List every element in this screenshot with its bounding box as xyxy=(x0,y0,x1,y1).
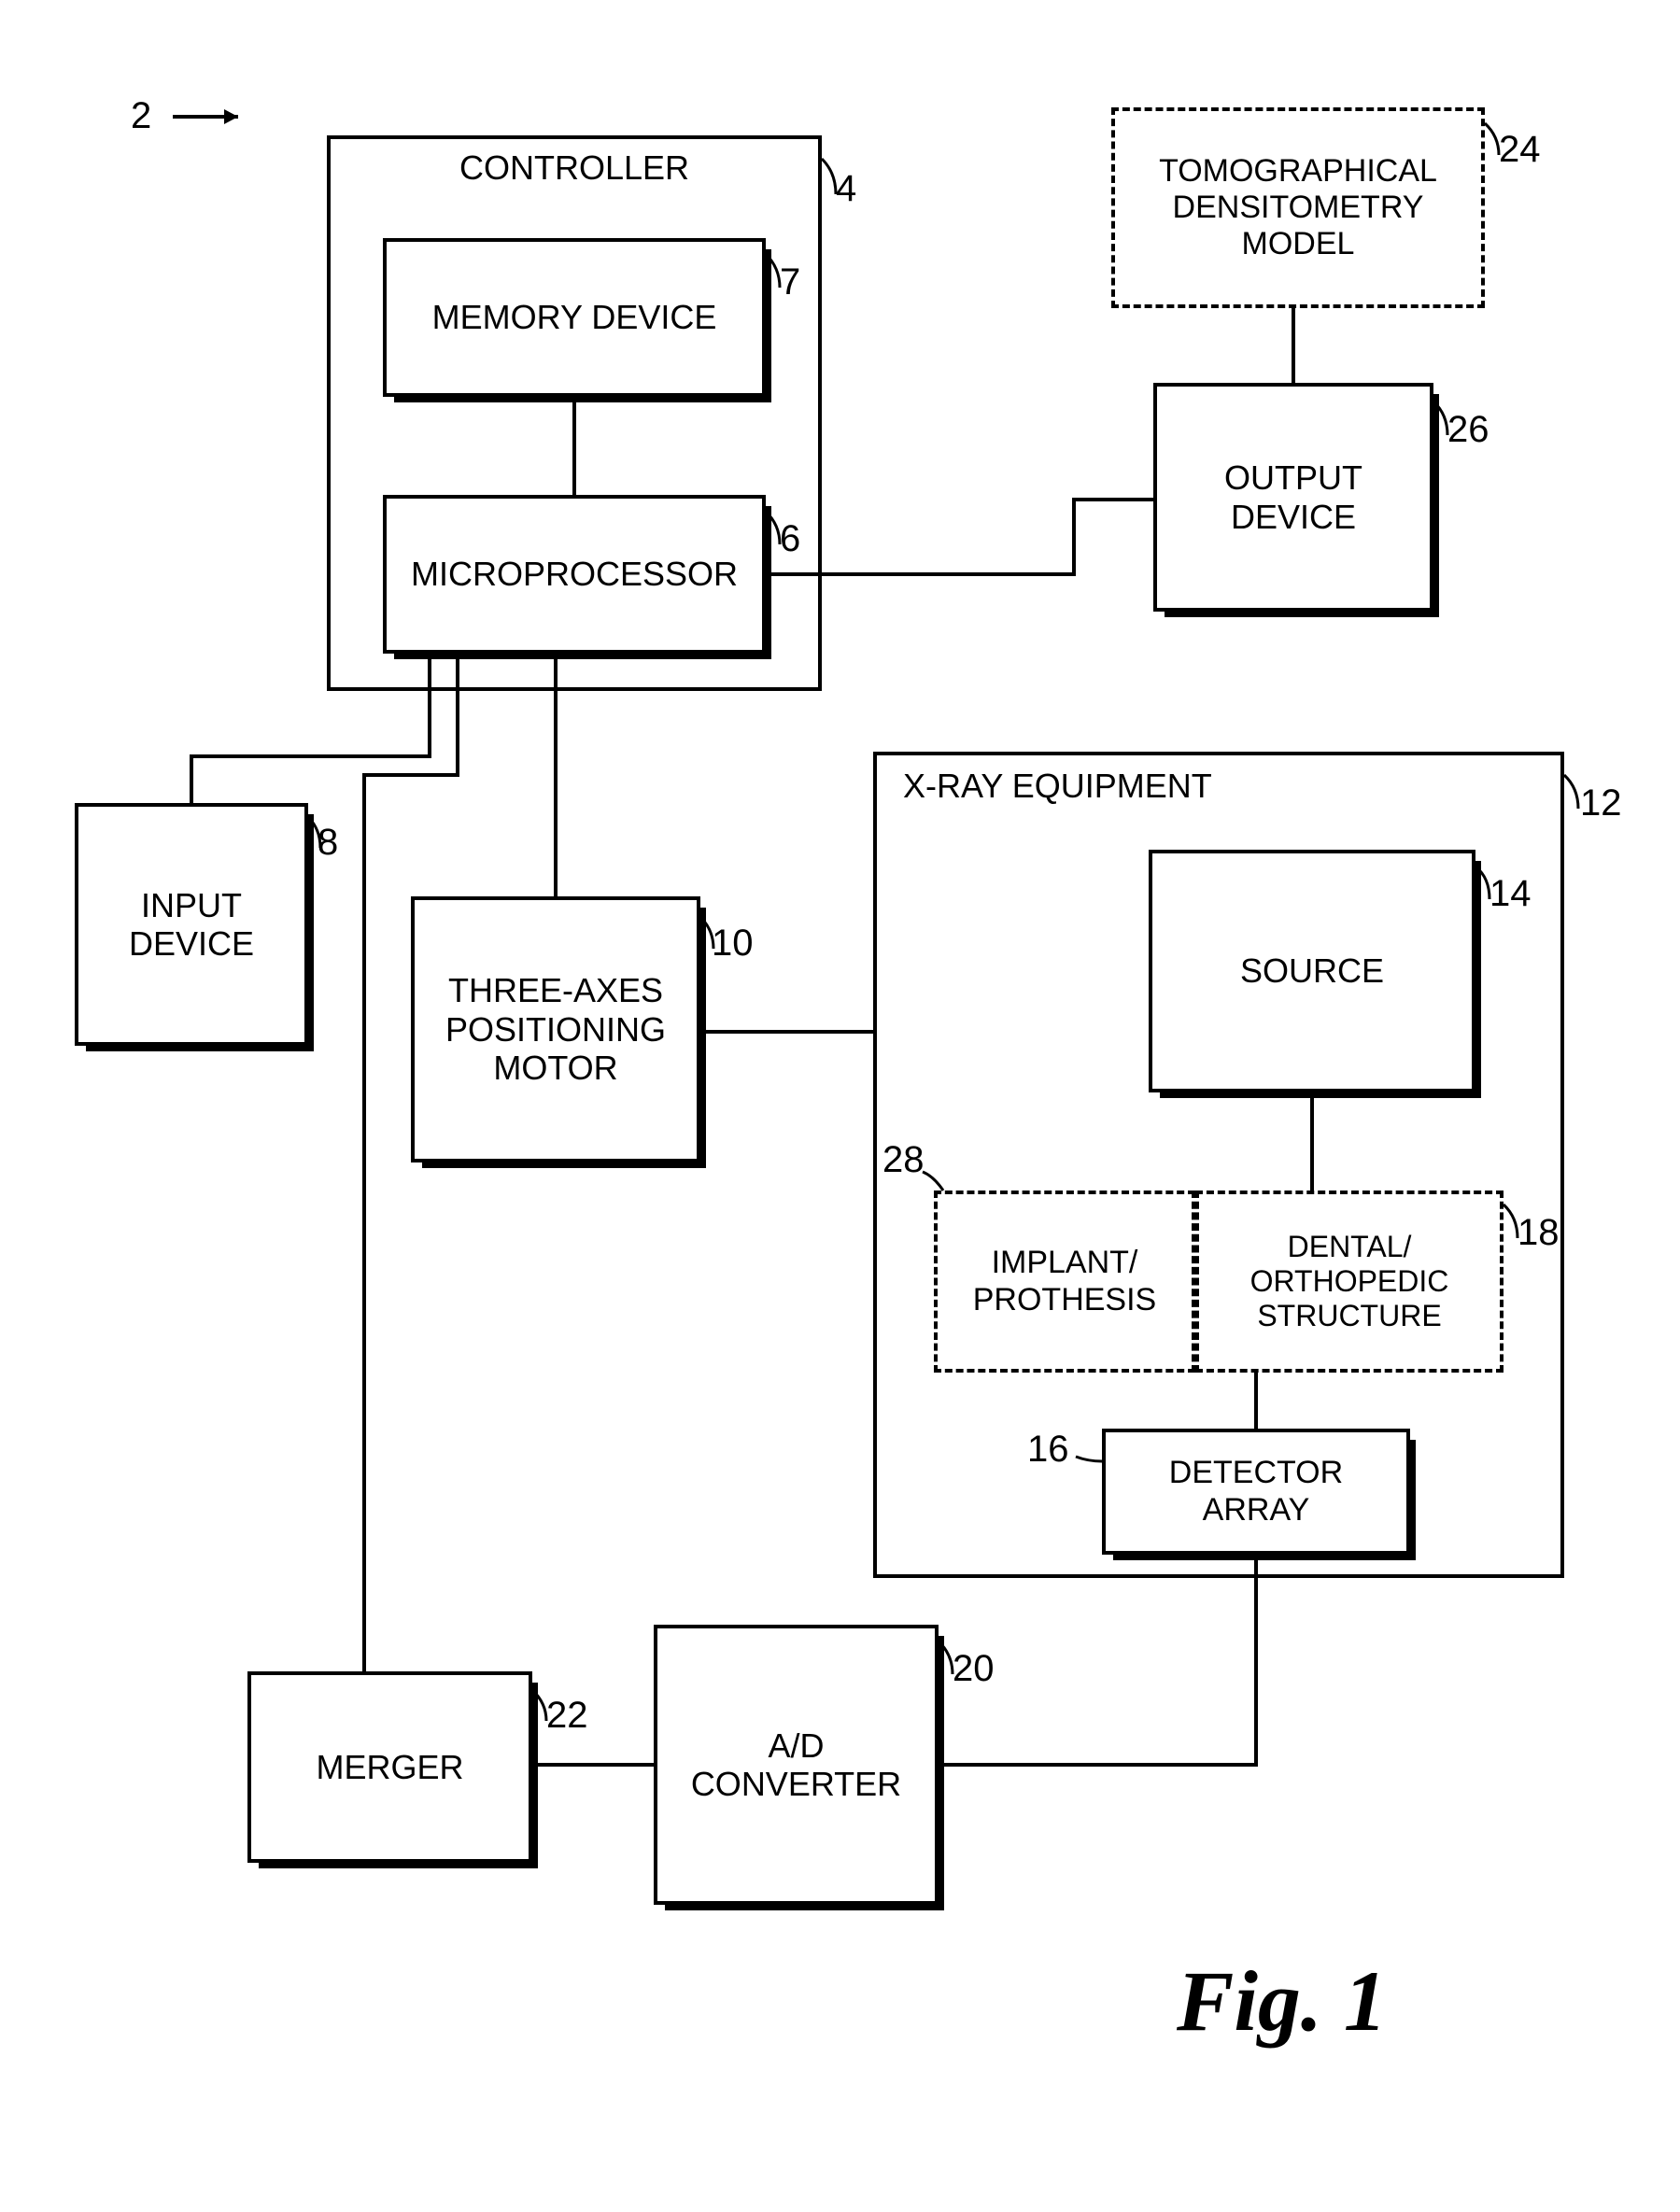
figure-label: Fig. 1 xyxy=(1177,1951,1387,2050)
diagram-canvas: 2 CONTROLLER MEMORY DEVICE MICROPROCESSO… xyxy=(37,37,1644,2166)
connection-wires xyxy=(37,37,1644,2166)
